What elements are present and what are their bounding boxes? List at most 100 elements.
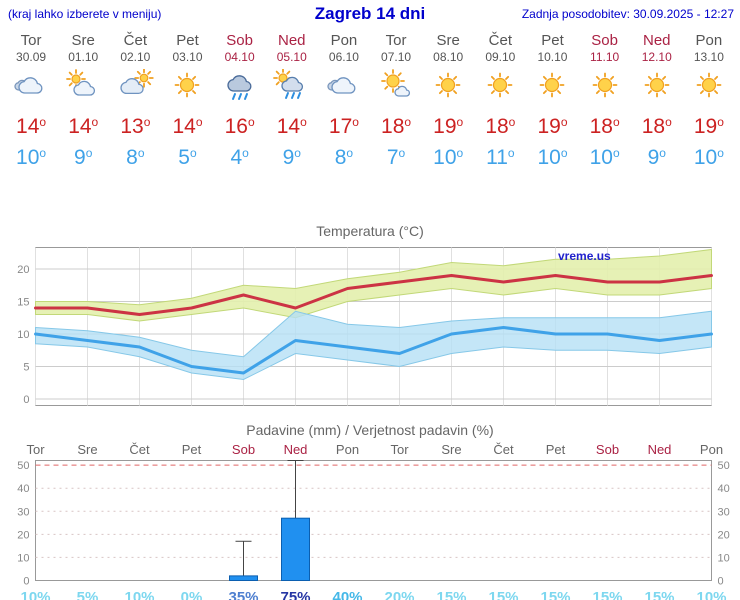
max-temperature: 19o [537,115,568,138]
precip-probability: 15% [592,589,622,600]
max-temperature: 14o [276,115,307,138]
max-temperature: 13o [120,115,151,138]
day-date: 11.10 [590,50,620,64]
precip-probability: 5% [77,589,99,600]
day-date: 03.10 [172,50,203,64]
sunny-icon [487,72,513,98]
sunny-icon [696,72,722,98]
precip-day-label: Sob [232,442,255,457]
precipitation-chart: Tor Sre Čet Pet Sob Ned Pon Tor Sre Čet Pet Sob Ned P… [17,442,730,600]
precip-ytick-label: 0 [23,576,29,588]
day-column: Sre 01.10 14o 9o [57,32,109,171]
precip-probability: 20% [384,589,414,600]
precip-ytick-label: 40 [718,483,730,495]
precip-probability: 0% [181,589,203,600]
precip-day-label: Tor [26,442,45,457]
day-name: Ned [642,32,671,49]
rain-icon [226,75,252,100]
day-column: Ned 12.10 18o 9o [631,32,683,171]
max-temperature: 14o [16,115,47,138]
precip-probability: 40% [332,589,362,600]
day-column: Tor 07.10 18o 7o [370,32,422,171]
sunny-icon [540,72,565,98]
day-date: 09.10 [485,50,516,64]
day-name: Sob [226,32,253,49]
temp-ytick-label: 5 [23,362,29,374]
min-temperature: 7o [386,146,406,169]
day-name: Sre [436,32,460,49]
precip-ytick-label: 30 [17,506,29,518]
day-column: Pon 13.10 19o 10o [683,32,735,171]
precip-probability: 15% [644,589,674,600]
day-column: Pon 06.10 17o 8o [318,32,370,171]
day-name: Pon [330,32,358,49]
precip-day-label: Pet [182,442,202,457]
day-name: Čet [488,32,512,49]
precip-ytick-label: 50 [718,460,730,472]
day-date: 05.10 [276,50,307,64]
min-temperature: 4o [230,146,249,169]
day-date: 12.10 [641,50,672,64]
precip-day-label: Ned [284,442,308,457]
min-temperature: 10o [433,146,464,169]
precip-probability: 15% [540,589,570,600]
precip-ytick-label: 10 [17,552,29,564]
page-title: Zagreb 14 dni [314,4,426,23]
min-temperature: 10o [537,146,568,169]
precip-day-label: Sre [77,442,97,457]
day-name: Pon [695,32,723,49]
sunny-icon [644,72,670,98]
day-date: 04.10 [224,50,255,64]
precip-day-label: Čet [493,442,514,457]
min-temp-line [34,326,713,375]
temperature-chart-title: Temperatura (°C) [316,223,424,239]
day-column: Tor 30.09 14o 10o [5,32,57,171]
precip-probability: 15% [436,589,466,600]
max-temperature: 18o [641,115,672,138]
day-name: Pet [176,32,199,49]
precip-probability: 10% [696,589,726,600]
sunny-icon [435,72,461,98]
max-temperature: 18o [381,115,412,138]
mostly-cloudy-icon [120,68,155,95]
day-name: Tor [385,32,407,49]
day-name: Pet [541,32,564,49]
min-temp-range-band [35,310,712,381]
day-column: Sre 08.10 19o 10o [422,32,474,171]
min-temperature: 5o [178,146,197,169]
day-date: 06.10 [328,50,359,64]
forecast-strip: Tor 30.09 14o 10o Sre 01.10 14o 9o Čet 02.10 13o 8o… [0,32,740,171]
precip-day-label: Pet [546,442,566,457]
partly-cloudy-icon [66,69,96,96]
precip-day-label: Čet [129,442,150,457]
day-column: Čet 02.10 13o 8o [109,32,161,171]
day-column: Pet 03.10 14o 5o [161,32,213,171]
temp-ytick-label: 10 [17,329,29,341]
day-date: 30.09 [16,50,47,64]
precip-day-label: Pon [336,442,359,457]
precip-bar [229,575,258,581]
temp-ytick-label: 0 [23,394,29,406]
cloudy-icon [14,77,43,94]
min-temperature: 9o [282,146,301,169]
day-date: 10.10 [537,50,568,64]
max-temp-line [34,274,713,316]
day-date: 02.10 [120,50,151,64]
max-temperature: 16o [224,115,255,138]
precip-range-whisker [235,540,252,581]
day-column: Pet 10.10 19o 10o [526,32,578,171]
precip-ytick-label: 20 [718,529,730,541]
min-temperature: 10o [589,146,620,169]
max-temperature: 18o [485,115,516,138]
precip-ytick-label: 50 [17,460,29,472]
precip-day-label: Tor [390,442,409,457]
vreme-us-watermark[interactable]: vreme.us [558,249,611,263]
precip-day-label: Sre [441,442,461,457]
precip-day-label: Sob [596,442,619,457]
min-temperature: 10o [16,146,47,169]
max-temperature: 14o [68,115,99,138]
precip-chart-title: Padavine (mm) / Verjetnost padavin (%) [246,422,494,438]
precip-ytick-label: 40 [17,483,29,495]
max-temperature: 18o [589,115,620,138]
